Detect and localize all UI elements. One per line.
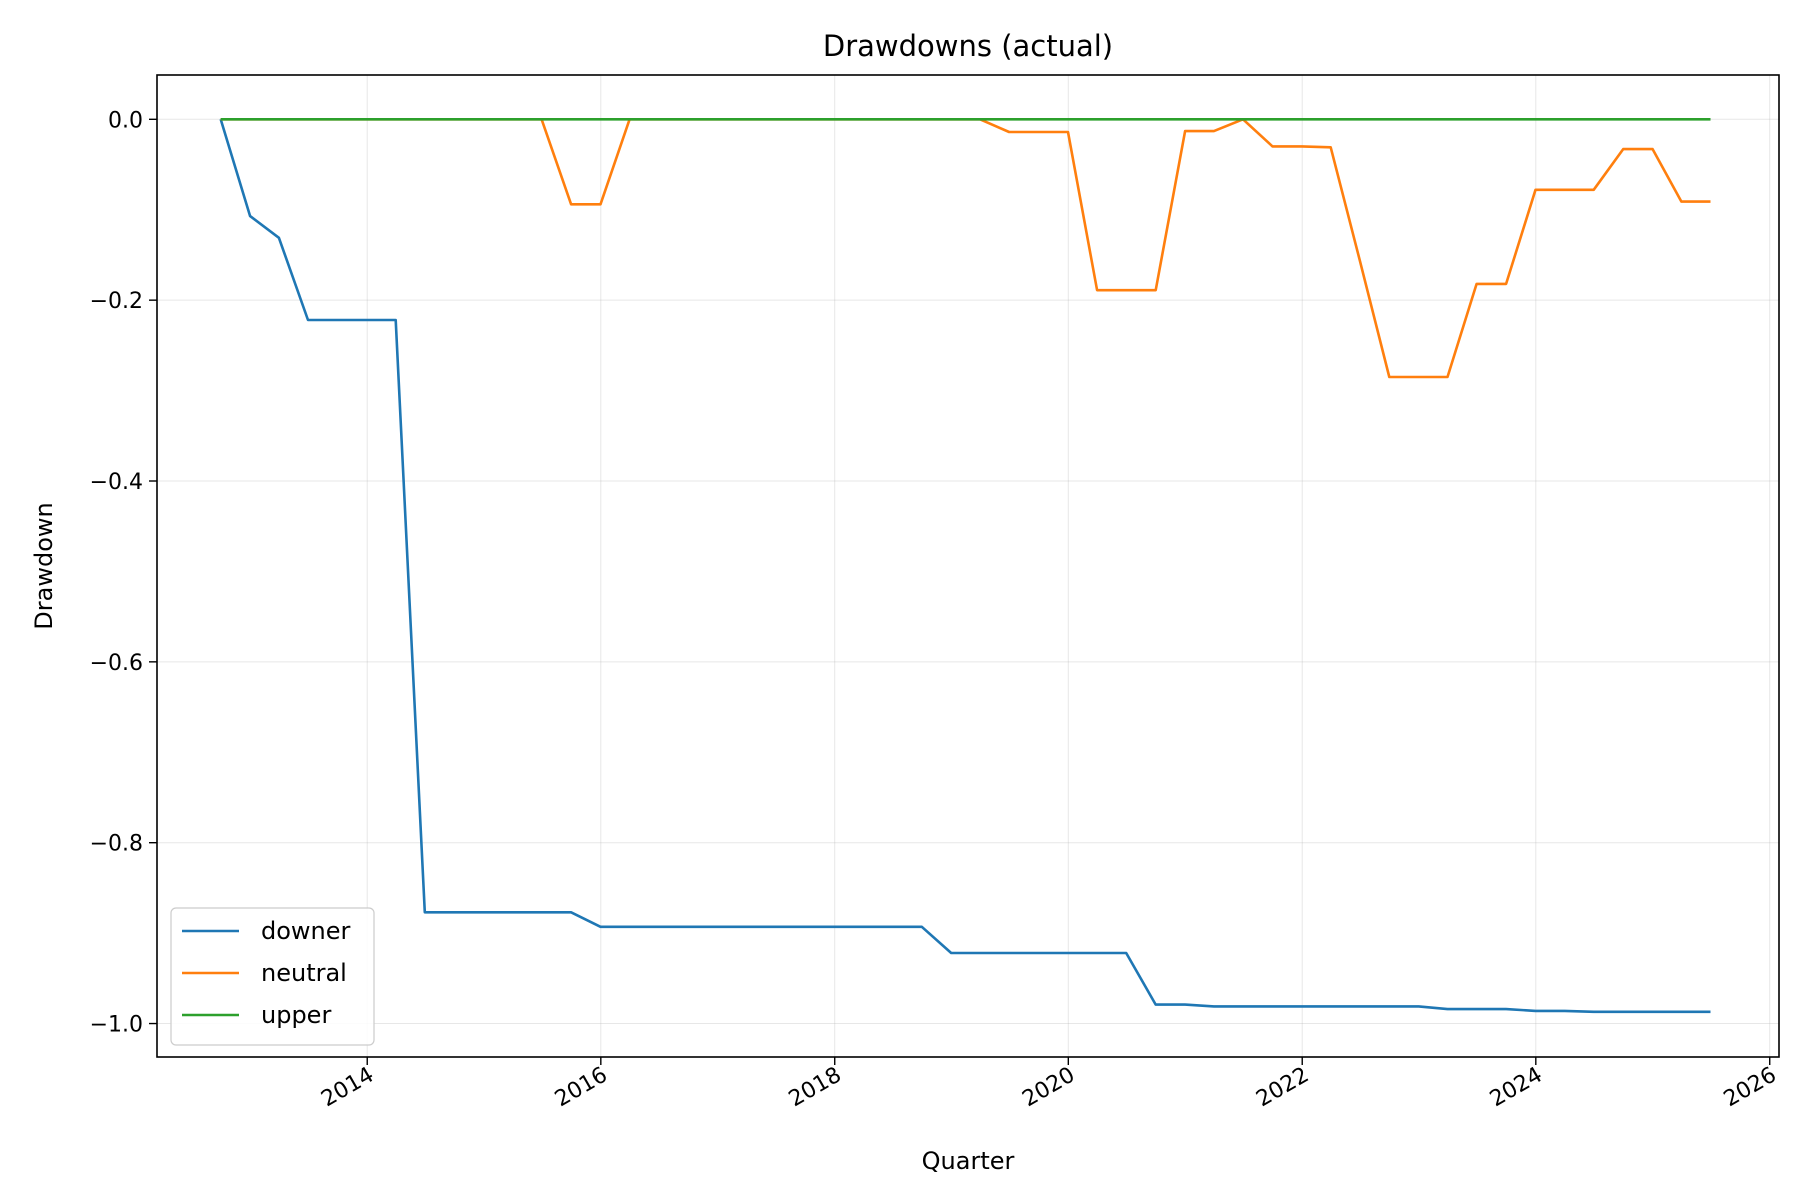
legend-label-neutral: neutral [261,959,347,987]
y-axis-label: Drawdown [30,502,58,629]
plot-frame [156,74,1780,1058]
legend-box [170,907,375,1046]
y-tick-label: −0.8 [90,832,143,857]
series-lines [219,118,1711,1014]
y-tick-label: −0.6 [90,651,143,676]
y-tick-label: −1.0 [90,1013,143,1038]
x-axis-label: Quarter [922,1147,1015,1175]
chart-title: Drawdowns (actual) [823,29,1113,63]
legend: downer neutral upper [170,907,375,1046]
vertical-gridlines [366,75,1771,1057]
series-line-downer [219,118,1711,1014]
legend-label-upper: upper [261,1001,331,1029]
y-tick-label: −0.4 [90,470,143,495]
y-tick-label: 0.0 [108,108,143,133]
legend-label-downer: downer [261,917,351,945]
y-tick-label: −0.2 [90,289,143,314]
y-axis-ticks: 0.0 −0.2 −0.4 −0.6 −0.8 −1.0 [90,108,157,1038]
